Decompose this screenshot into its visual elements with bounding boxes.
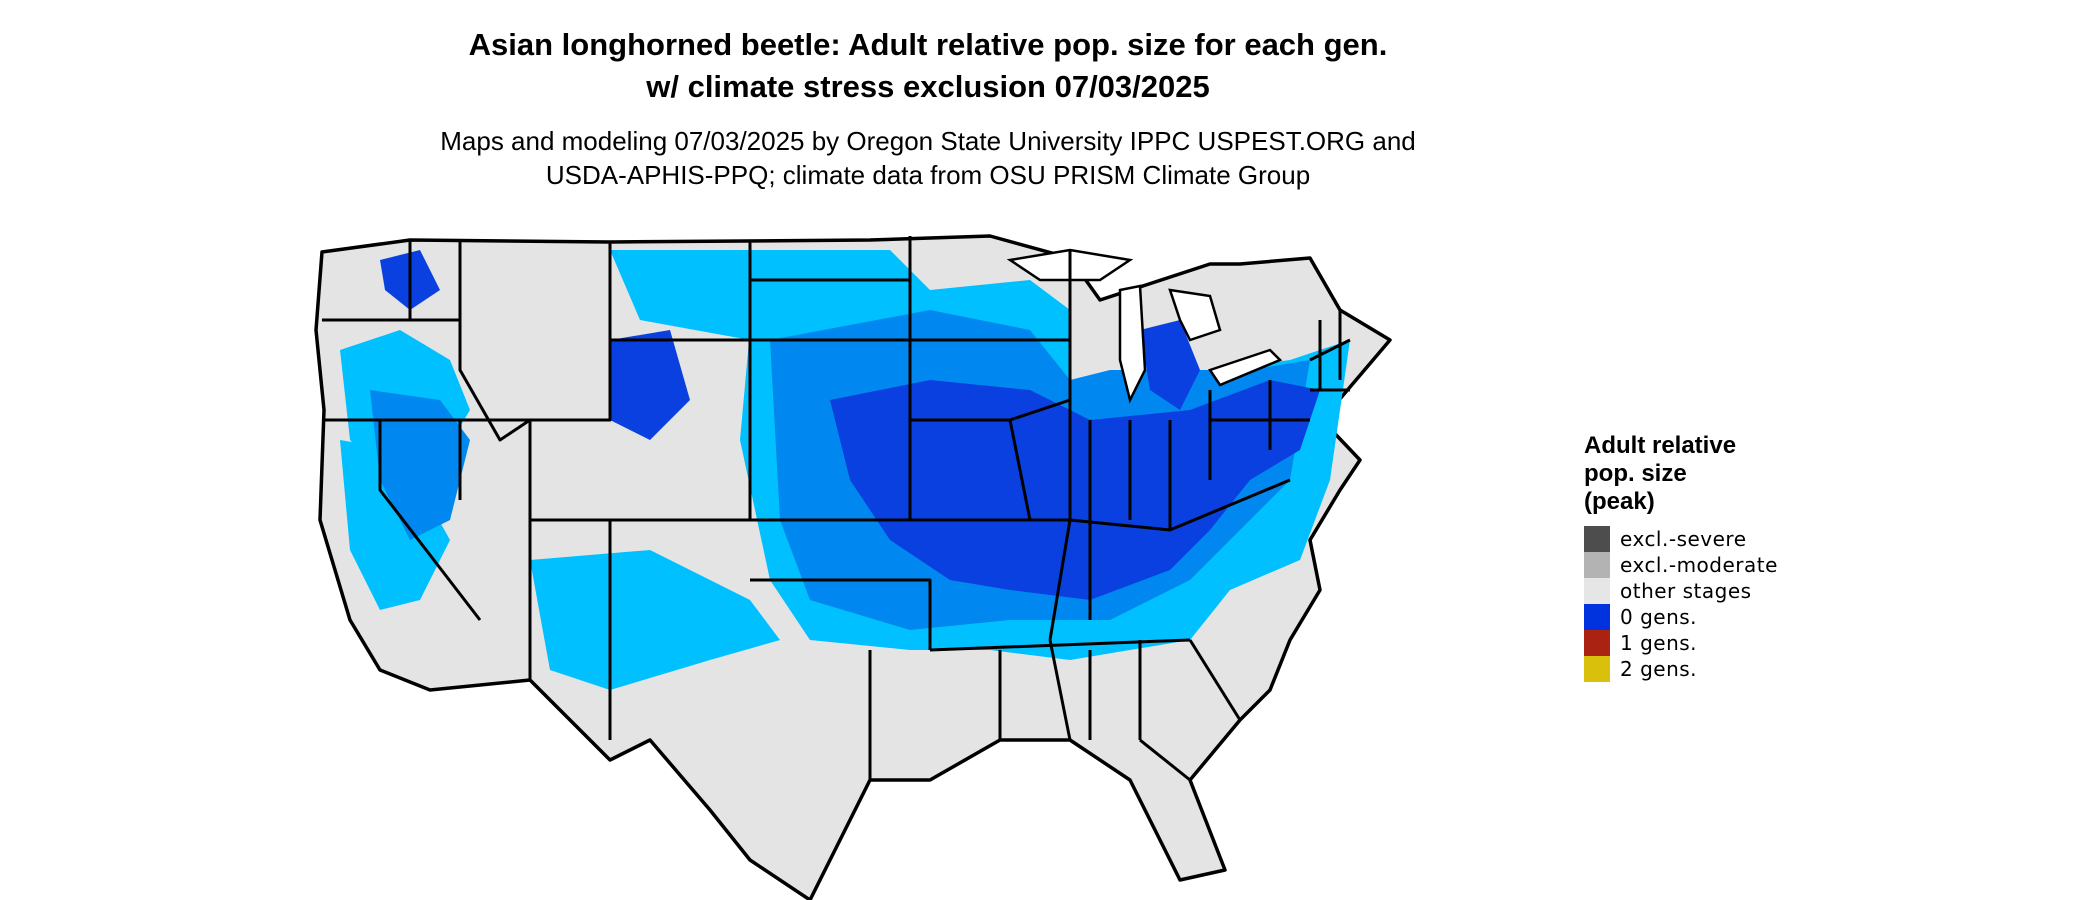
- lake-huron: [1168, 288, 1222, 342]
- legend-item: 1 gens.: [1584, 630, 1804, 656]
- legend-label: excl.-severe: [1620, 527, 1747, 551]
- us-map: [314, 234, 1392, 900]
- suitability-zones: [340, 250, 1350, 690]
- map-subtitle: Maps and modeling 07/03/2025 by Oregon S…: [0, 124, 1856, 192]
- legend-label: other stages: [1620, 579, 1752, 603]
- zone-dark-colorado: [610, 330, 690, 440]
- legend-item: 2 gens.: [1584, 656, 1804, 682]
- title-line-1: Asian longhorned beetle: Adult relative …: [468, 27, 1388, 62]
- legend-item: 0 gens.: [1584, 604, 1804, 630]
- zone-light-southwest: [530, 550, 780, 690]
- legend-title-line: Adult relative: [1584, 432, 1737, 459]
- zone-dark-michigan: [1140, 320, 1200, 410]
- legend: Adult relative pop. size (peak) excl.-se…: [1584, 432, 1804, 682]
- legend-item: excl.-severe: [1584, 526, 1804, 552]
- legend-label: excl.-moderate: [1620, 553, 1778, 577]
- legend-title: Adult relative pop. size (peak): [1584, 432, 1804, 516]
- legend-swatch: [1584, 526, 1610, 552]
- legend-swatch: [1584, 604, 1610, 630]
- zone-dark-core: [830, 380, 1320, 600]
- map-title: Asian longhorned beetle: Adult relative …: [0, 24, 1856, 108]
- legend-label: 0 gens.: [1620, 605, 1698, 629]
- subtitle-line-1: Maps and modeling 07/03/2025 by Oregon S…: [440, 126, 1416, 156]
- title-line-2: w/ climate stress exclusion 07/03/2025: [646, 69, 1210, 104]
- lake-michigan: [1118, 284, 1147, 404]
- legend-items: excl.-severe excl.-moderate other stages…: [1584, 526, 1804, 682]
- legend-swatch: [1584, 630, 1610, 656]
- legend-title-line: (peak): [1584, 488, 1655, 515]
- lake-erie: [1208, 348, 1283, 387]
- legend-swatch: [1584, 578, 1610, 604]
- legend-item: other stages: [1584, 578, 1804, 604]
- zone-mid-west: [370, 390, 470, 540]
- legend-swatch: [1584, 656, 1610, 682]
- legend-title-line: pop. size: [1584, 460, 1687, 487]
- legend-label: 2 gens.: [1620, 657, 1698, 681]
- legend-swatch: [1584, 552, 1610, 578]
- legend-item: excl.-moderate: [1584, 552, 1804, 578]
- subtitle-line-2: USDA-APHIS-PPQ; climate data from OSU PR…: [545, 160, 1311, 190]
- state-borders: [322, 236, 1351, 782]
- legend-label: 1 gens.: [1620, 631, 1698, 655]
- zone-light-california: [340, 440, 450, 610]
